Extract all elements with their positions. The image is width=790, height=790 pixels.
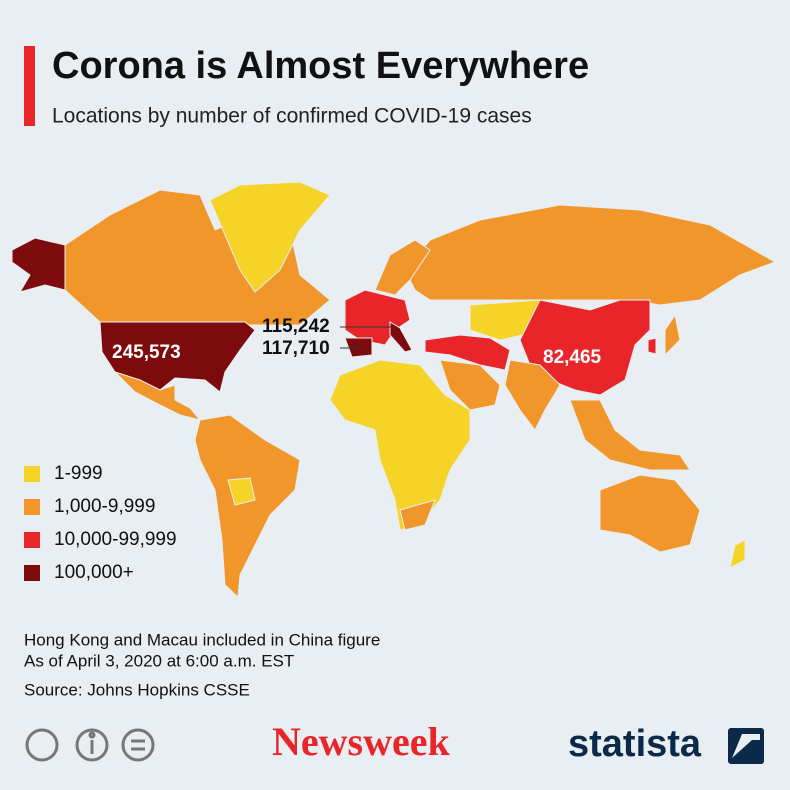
newsweek-logo: Newsweek — [272, 719, 450, 764]
india — [504, 359, 561, 431]
scandinavia — [374, 239, 431, 296]
south-america — [194, 414, 301, 599]
statista-logo: statista — [568, 723, 702, 765]
russia — [404, 204, 777, 306]
korea — [647, 337, 657, 355]
bolivia — [227, 477, 256, 506]
legend-swatch — [24, 466, 40, 482]
legend-swatch — [24, 499, 40, 515]
spain-label: 117,710 — [262, 338, 330, 359]
australia — [599, 474, 701, 553]
legend: 1-999 1,000-9,999 10,000-99,999 100,000+ — [24, 463, 177, 583]
mexico — [114, 371, 202, 421]
china-label: 82,465 — [543, 347, 602, 368]
middle-east — [439, 359, 501, 411]
legend-label: 100,000+ — [54, 562, 134, 583]
turkey-iran — [424, 334, 511, 371]
source: Source: Johns Hopkins CSSE — [24, 680, 250, 699]
southeast-asia — [569, 399, 691, 471]
title-accent — [24, 46, 35, 126]
world-map — [11, 181, 777, 599]
statista-icon — [728, 728, 764, 764]
license-icons — [25, 728, 155, 762]
legend-label: 10,000-99,999 — [54, 529, 177, 550]
south-africa — [399, 499, 436, 531]
note: As of April 3, 2020 at 6:00 a.m. EST — [24, 651, 294, 670]
italy — [389, 321, 413, 353]
title: Corona is Almost Everywhere — [52, 45, 589, 87]
legend-swatch — [24, 532, 40, 548]
legend-swatch — [24, 565, 40, 581]
legend-label: 1,000-9,999 — [54, 496, 155, 517]
new-zealand — [729, 539, 746, 569]
alaska — [11, 237, 66, 293]
subtitle: Locations by number of confirmed COVID-1… — [52, 105, 532, 128]
usa-label: 245,573 — [112, 342, 181, 363]
italy-label: 115,242 — [262, 316, 330, 337]
legend-label: 1-999 — [54, 463, 103, 484]
map-labels: 245,573 115,242 117,710 82,465 — [112, 316, 602, 368]
greenland — [209, 181, 331, 293]
japan — [664, 313, 681, 357]
note: Hong Kong and Macau included in China fi… — [24, 630, 380, 649]
